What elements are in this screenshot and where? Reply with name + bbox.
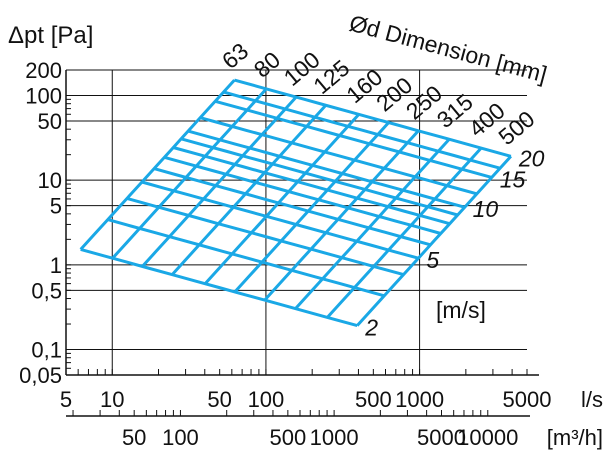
y-tick-label: 0,1 xyxy=(31,338,62,363)
diameter-line-100 xyxy=(141,96,298,268)
diameter-line-250 xyxy=(263,129,420,302)
x2-tick-label: 50 xyxy=(122,425,146,450)
velocity-line xyxy=(180,137,459,217)
duct-grid-series xyxy=(79,78,513,328)
diameter-line-63 xyxy=(79,79,236,251)
diameter-line-315 xyxy=(294,138,451,310)
velocity-line xyxy=(199,116,478,196)
velocity-line xyxy=(234,78,512,158)
velocity-line xyxy=(223,90,501,170)
x2-tick-label: 5000 xyxy=(417,425,466,450)
x-tick-label-ls: 5000 xyxy=(503,387,552,412)
velocity-line xyxy=(80,247,358,328)
y-tick-label: 50 xyxy=(38,109,62,134)
velocity-label: 15 xyxy=(500,166,526,192)
y-tick-label: 5 xyxy=(50,194,62,219)
x-tick-label-ls: 50 xyxy=(207,387,231,412)
speed-unit-label: [m/s] xyxy=(436,297,486,323)
x-tick-label-ls: 1000 xyxy=(395,387,444,412)
velocity-line xyxy=(172,146,451,226)
velocity-line xyxy=(126,197,404,277)
diameter-line-400 xyxy=(326,147,483,319)
x2-tick-label: 100 xyxy=(162,425,199,450)
y-axis-title: Δpt [Pa] xyxy=(8,22,93,49)
velocity-line xyxy=(163,155,442,235)
diameter-line-500 xyxy=(356,155,513,327)
x2-tick-label: 500 xyxy=(269,425,306,450)
velocity-label: 20 xyxy=(518,145,545,171)
y-tick-label: 0,5 xyxy=(31,278,62,303)
x-tick-label-ls: 10 xyxy=(100,387,124,412)
axes xyxy=(65,69,539,417)
velocity-label: 2 xyxy=(364,315,378,341)
diameter-label: 63 xyxy=(217,38,253,74)
x-axis-unit-m3h: [m³/h] xyxy=(547,425,603,450)
x-tick-label-ls: 500 xyxy=(355,387,392,412)
diameter-line-200 xyxy=(233,121,390,293)
x2-tick-label: 10000 xyxy=(457,425,518,450)
diameter-line-125 xyxy=(171,104,327,276)
velocity-line xyxy=(187,129,465,209)
x-tick-label-ls: 5 xyxy=(60,387,72,412)
diameter-line-80 xyxy=(111,87,268,260)
x-axis-unit-ls: l/s xyxy=(581,387,603,412)
velocity-line xyxy=(107,218,385,298)
y-tick-label: 10 xyxy=(38,168,62,193)
y-tick-label: 1 xyxy=(50,253,62,278)
x2-tick-label: 1000 xyxy=(310,425,359,450)
x-tick-label-ls: 100 xyxy=(248,387,285,412)
y-tick-label: 0,05 xyxy=(19,363,62,388)
diameter-label: 80 xyxy=(249,46,285,82)
y-tick-label: 100 xyxy=(25,83,62,108)
velocity-line xyxy=(141,180,419,260)
velocity-label: 10 xyxy=(473,196,499,222)
velocity-line xyxy=(153,167,431,247)
diameter-line-160 xyxy=(203,113,360,285)
y-tick-label: 200 xyxy=(25,58,62,83)
velocity-label: 5 xyxy=(426,247,439,273)
velocity-line xyxy=(214,99,493,179)
